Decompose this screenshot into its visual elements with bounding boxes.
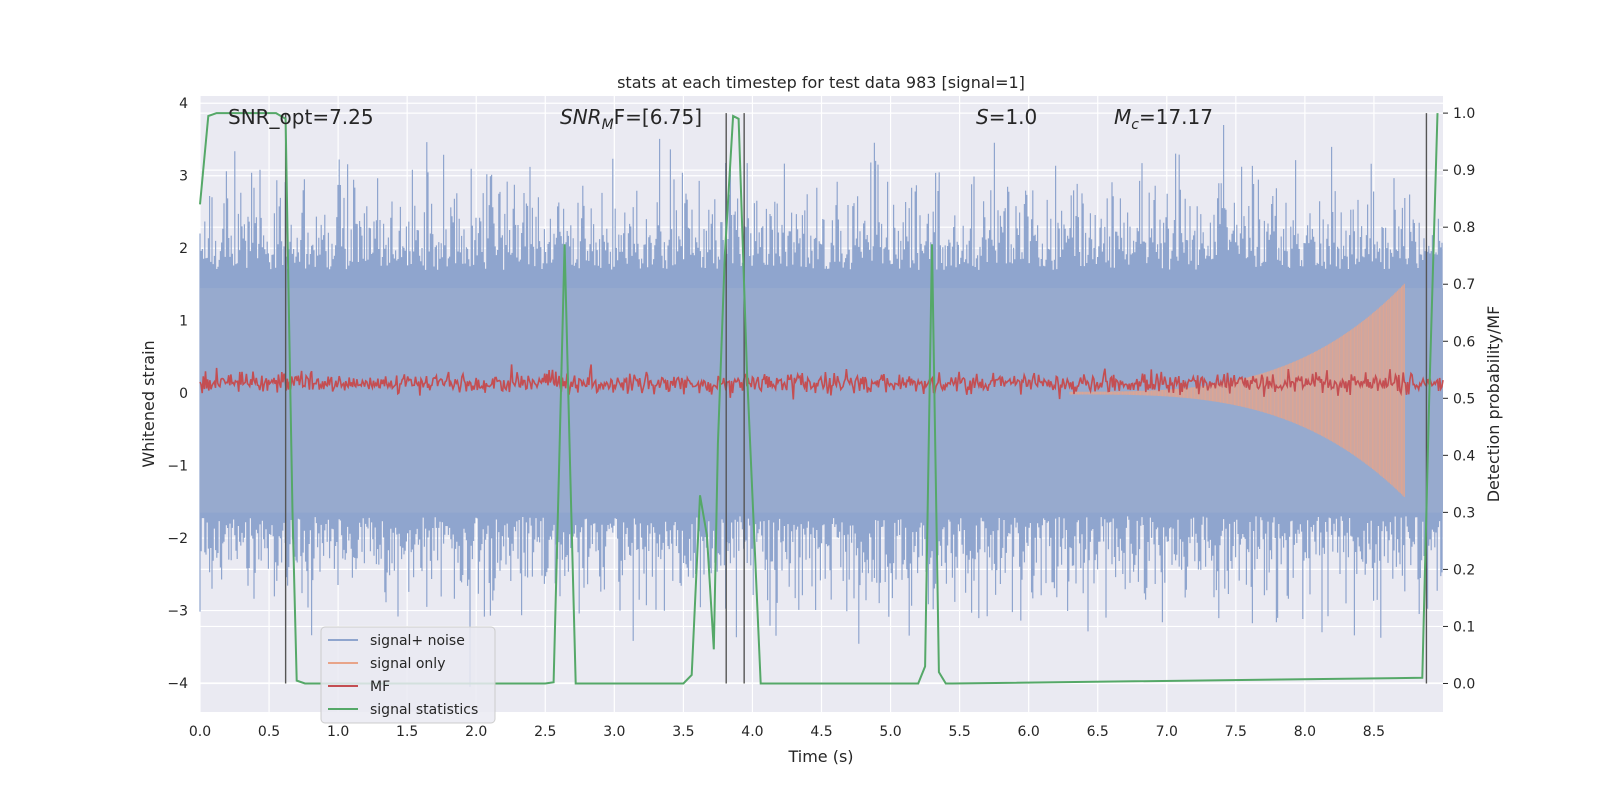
mc-annotation: Mc=17.17 [1114,105,1213,133]
s-annotation: S=1.0 [976,105,1037,129]
x-tick-label: 3.0 [603,724,625,740]
legend-label-signal-noise: signal+ noise [370,633,465,649]
y-right-tick-label: 1.0 [1453,106,1475,122]
y-left-tick-label: −2 [167,531,188,547]
y-left-tick-label: 4 [179,96,188,112]
x-tick-label: 1.5 [396,724,418,740]
s-tail: =1.0 [989,105,1038,129]
legend-box [320,626,496,724]
mf-trace [199,364,1444,400]
x-tick-label: 7.5 [1225,724,1247,740]
x-tick-label: 5.5 [948,724,970,740]
y-right-tick-label: 0.0 [1453,676,1475,692]
series-signal-statistics [199,112,1439,685]
x-axis-label: Time (s) [787,747,853,766]
y-right-tick-label: 0.2 [1453,562,1475,578]
x-tick-label: 7.0 [1156,724,1178,740]
y-right-tick-label: 0.4 [1453,448,1475,464]
x-tick-label: 0.5 [258,724,280,740]
tick-labels: 0.0 0.5 1.0 1.5 2.0 2.5 3.0 3.5 4.0 4.5 5.0 5.5 6.0 6… [167,96,1475,740]
y-left-tick-label: −3 [167,604,188,620]
y-axis-left-label: Whitened strain [139,340,158,467]
y-right-tick-label: 0.1 [1453,619,1475,635]
chart-title: stats at each timestep for test data 983… [617,73,1025,92]
x-tick-label: 8.5 [1363,724,1385,740]
y-right-tick-label: 0.8 [1453,220,1475,236]
x-tick-label: 0.0 [189,724,211,740]
x-tick-label: 5.0 [879,724,901,740]
y-left-tick-label: 0 [179,386,188,402]
legend: signal+ noise signal only MF signal stat… [320,626,496,724]
y-left-tick-label: 3 [179,169,188,185]
x-tick-label: 2.5 [534,724,556,740]
y-right-tick-label: 0.9 [1453,163,1475,179]
y-axis-right-label: Detection probability/MF [1484,306,1503,503]
y-right-tick-label: 0.3 [1453,505,1475,521]
x-tick-label: 6.5 [1087,724,1109,740]
y-left-tick-label: 1 [179,314,188,330]
y-left-tick-label: −1 [167,459,188,475]
x-tick-label: 4.5 [810,724,832,740]
series-signal-only [1069,283,1405,497]
snr-mf-tail: F=[6.75] [614,105,702,129]
series-mf [199,364,1444,400]
mc-tail: =17.17 [1139,105,1213,129]
y-left-tick-label: −4 [167,676,188,692]
mc-main: M [1114,105,1131,129]
x-tick-label: 6.0 [1018,724,1040,740]
signal-statistics-line [199,112,1439,685]
mc-sub: c [1131,117,1139,133]
snr-opt-annotation: SNR_opt=7.25 [228,105,374,129]
vertical-markers [284,113,1428,684]
x-tick-label: 8.0 [1294,724,1316,740]
s-main: S [976,105,989,129]
y-right-tick-label: 0.5 [1453,391,1475,407]
legend-label-signal-statistics: signal statistics [370,702,478,718]
legend-label-mf: MF [370,679,390,695]
snr-mf-sub: M [602,117,614,133]
snr-mf-main: SNR [560,105,602,129]
signal-only-trace [1069,283,1405,497]
x-tick-label: 1.0 [327,724,349,740]
legend-label-signal-only: signal only [370,656,445,672]
snr-mf-annotation: SNRMF=[6.75] [560,105,702,133]
x-tick-label: 4.0 [741,724,763,740]
x-tick-label: 2.0 [465,724,487,740]
y-right-tick-label: 0.7 [1453,277,1475,293]
y-right-tick-label: 0.6 [1453,334,1475,350]
x-tick-label: 3.5 [672,724,694,740]
y-left-tick-label: 2 [179,241,188,257]
